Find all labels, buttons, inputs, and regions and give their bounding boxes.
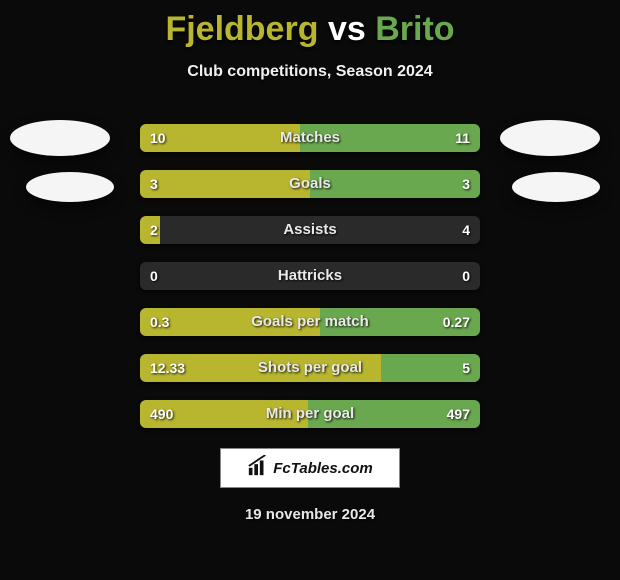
value-left: 0.3 bbox=[140, 308, 179, 336]
value-left: 0 bbox=[140, 262, 168, 290]
value-left: 10 bbox=[140, 124, 176, 152]
stat-row: 12.335Shots per goal bbox=[140, 354, 480, 382]
player1-name: Fjeldberg bbox=[165, 10, 318, 48]
page-title: Fjeldberg vs Brito bbox=[0, 0, 620, 49]
value-right: 4 bbox=[452, 216, 480, 244]
stat-label: Assists bbox=[140, 216, 480, 244]
player1-avatar-bottom bbox=[26, 172, 114, 202]
value-left: 490 bbox=[140, 400, 183, 428]
brand-box: FcTables.com bbox=[220, 448, 400, 488]
player1-avatar-top bbox=[10, 120, 110, 156]
stat-label: Hattricks bbox=[140, 262, 480, 290]
value-right: 0 bbox=[452, 262, 480, 290]
subtitle: Club competitions, Season 2024 bbox=[0, 63, 620, 81]
value-right: 5 bbox=[452, 354, 480, 382]
stat-row: 0 0Hattricks bbox=[140, 262, 480, 290]
value-left: 12.33 bbox=[140, 354, 195, 382]
player2-name: Brito bbox=[375, 10, 454, 48]
value-right: 0.27 bbox=[433, 308, 480, 336]
stat-row: 0.30.27Goals per match bbox=[140, 308, 480, 336]
value-left: 3 bbox=[140, 170, 168, 198]
stat-row: 490497Min per goal bbox=[140, 400, 480, 428]
chart-icon bbox=[247, 455, 269, 482]
stat-row: 1011Matches bbox=[140, 124, 480, 152]
value-left: 2 bbox=[140, 216, 168, 244]
player2-avatar-bottom bbox=[512, 172, 600, 202]
value-right: 3 bbox=[452, 170, 480, 198]
footer-date: 19 november 2024 bbox=[0, 506, 620, 523]
value-right: 497 bbox=[437, 400, 480, 428]
brand-text: FcTables.com bbox=[273, 460, 372, 477]
comparison-chart: 1011Matches33Goals24Assists00Hattricks0.… bbox=[140, 124, 480, 446]
stat-row: 2 4Assists bbox=[140, 216, 480, 244]
player2-avatar-top bbox=[500, 120, 600, 156]
stat-row: 33Goals bbox=[140, 170, 480, 198]
value-right: 11 bbox=[445, 124, 480, 152]
vs-text: vs bbox=[328, 10, 366, 48]
